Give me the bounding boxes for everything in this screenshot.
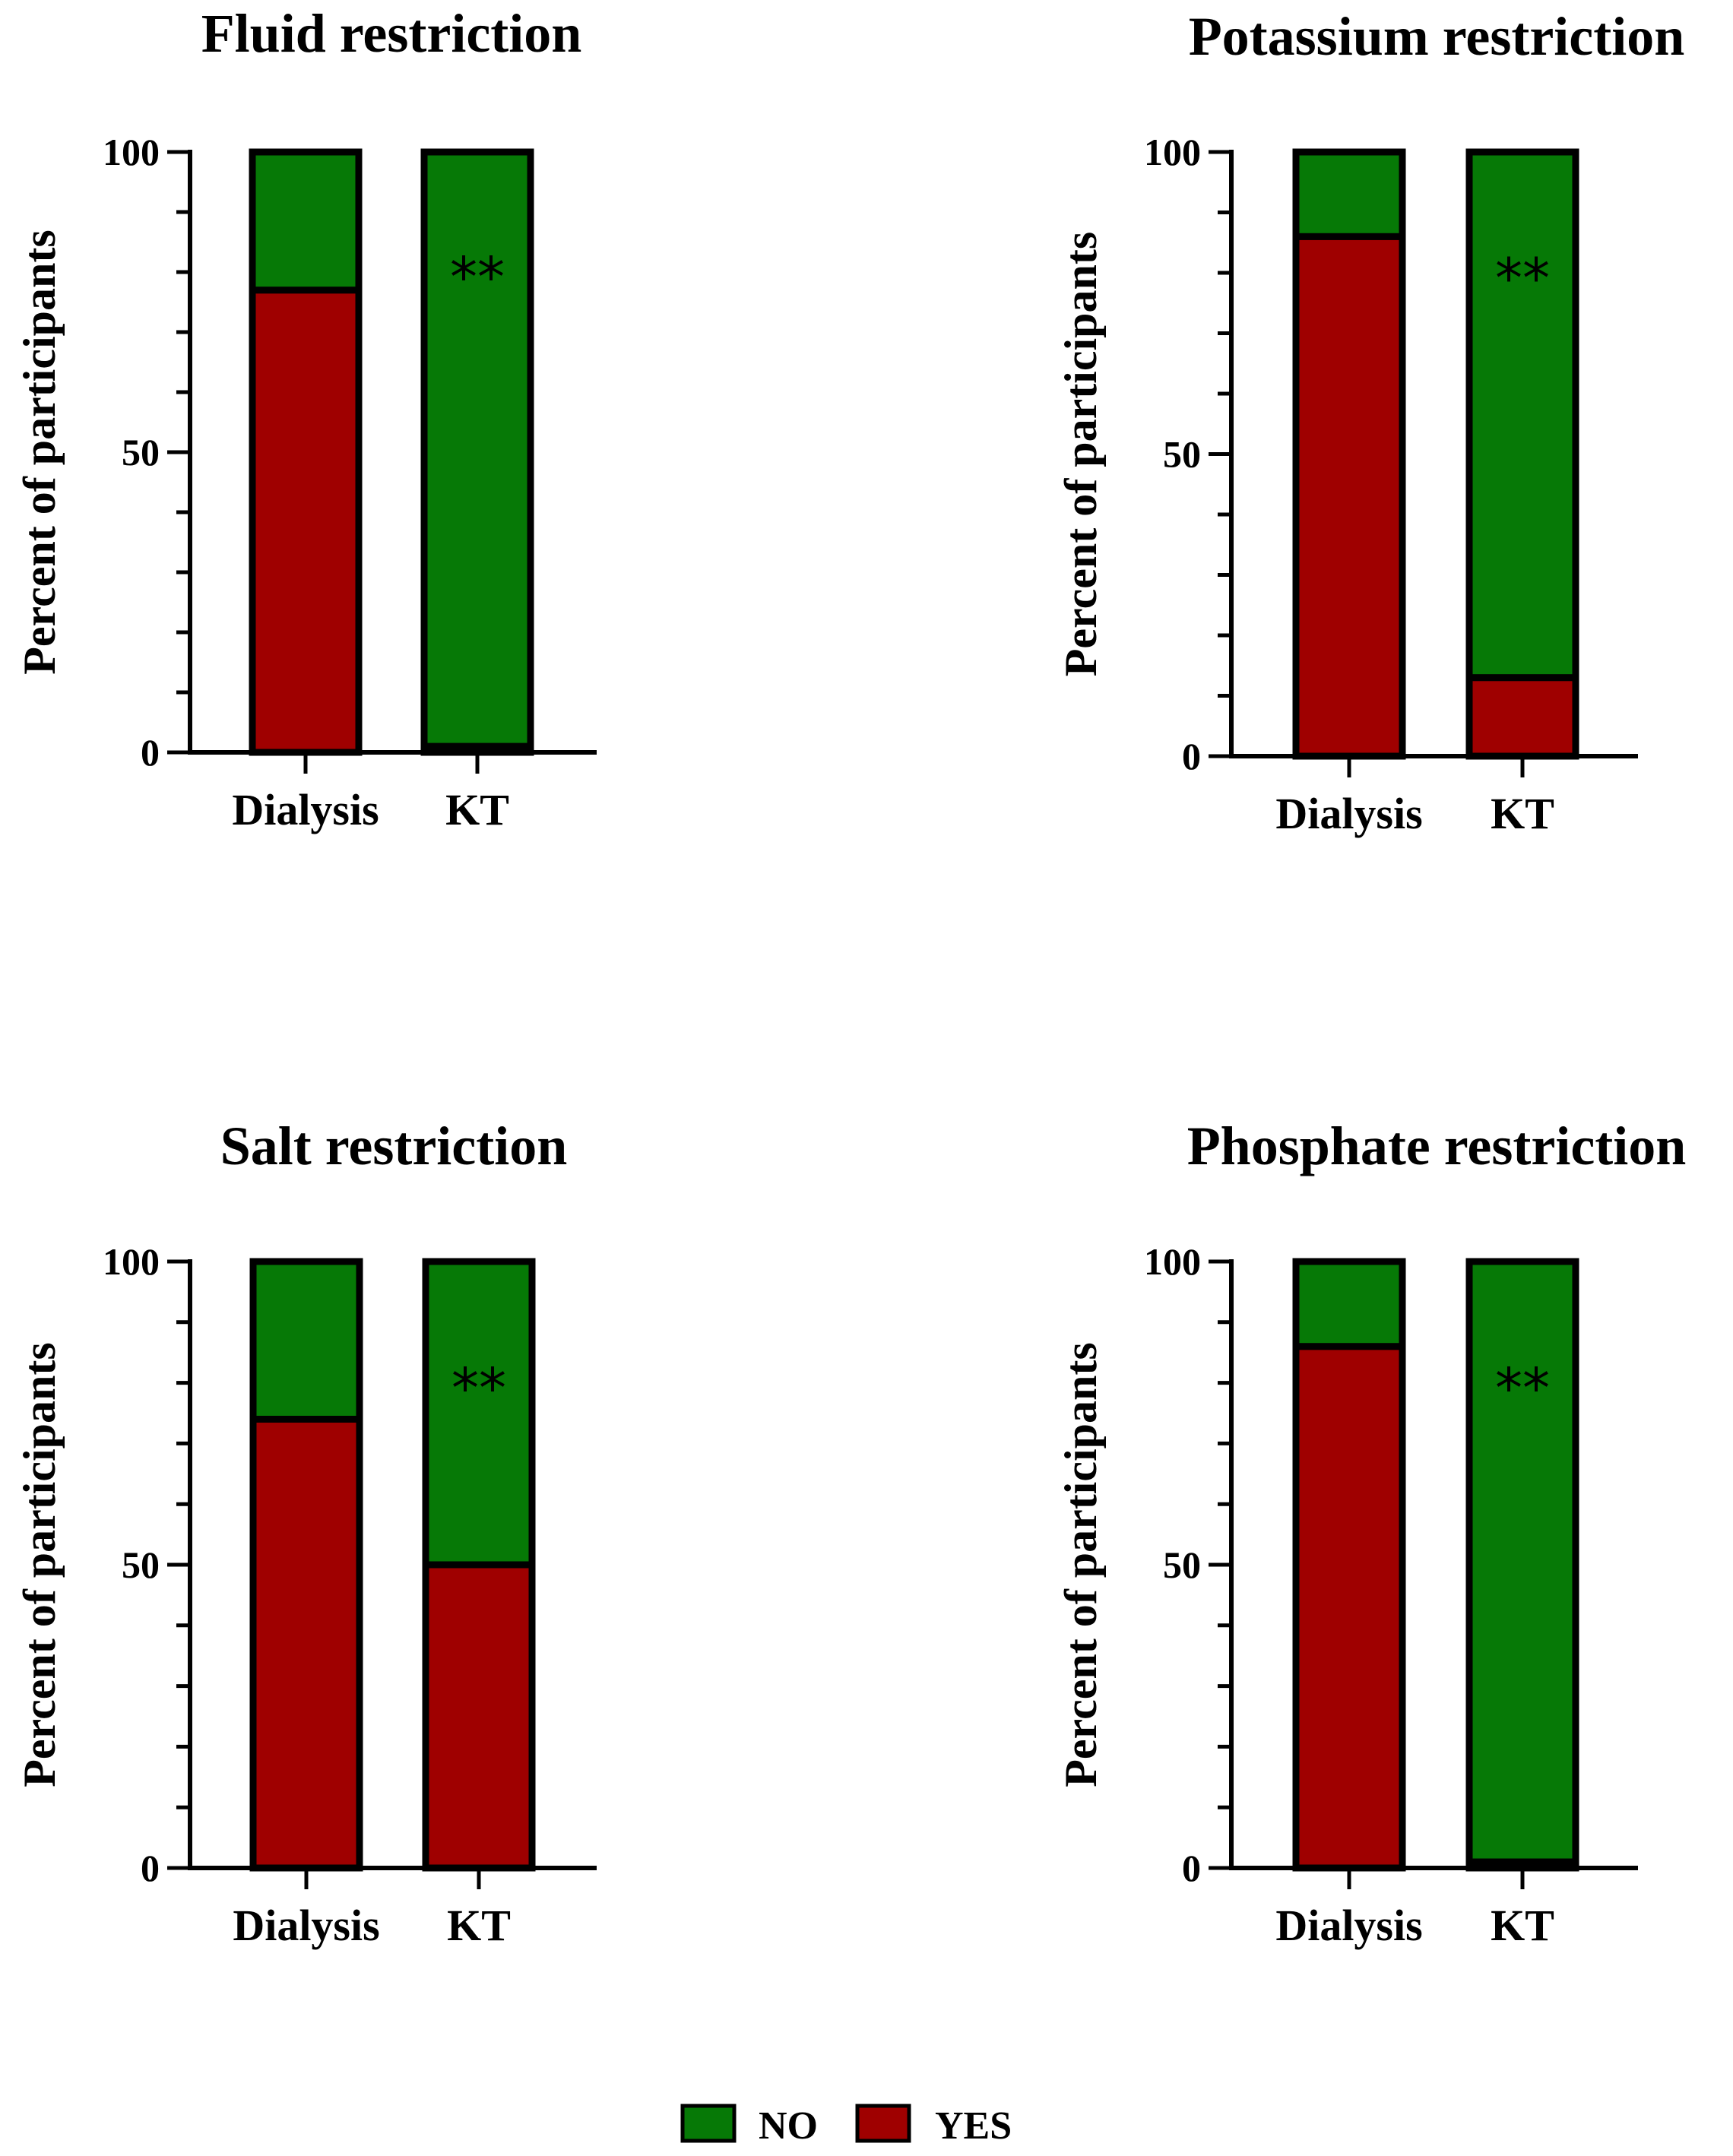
- chart-title: Fluid restriction: [201, 3, 582, 64]
- y-tick-label: 0: [141, 731, 160, 774]
- bar-no-kt: [420, 148, 534, 750]
- y-axis-label: Percent of participants: [14, 1342, 65, 1787]
- legend-swatch-no: [680, 2104, 737, 2143]
- y-tick-label: 50: [122, 431, 160, 473]
- x-tick-label-dialysis: Dialysis: [1275, 1901, 1422, 1950]
- bar-no-dialysis: [249, 1258, 363, 1423]
- y-tick-label: 50: [1163, 433, 1201, 476]
- y-tick-label: 0: [141, 1847, 160, 1889]
- bar-yes-dialysis: [1292, 233, 1406, 760]
- legend-swatch-yes: [855, 2104, 911, 2143]
- legend-label-yes: YES: [935, 2104, 1012, 2148]
- chart-panel-3: Salt restriction Percent of participants *…: [14, 1116, 597, 1950]
- y-tick-label: 100: [103, 131, 160, 173]
- y-tick-label: 50: [1163, 1543, 1201, 1586]
- chart-title: Potassium restriction: [1189, 6, 1685, 67]
- significance-annotation: **: [1495, 246, 1550, 310]
- x-tick-label-dialysis: Dialysis: [233, 1901, 379, 1950]
- bar-yes-kt: [422, 1561, 536, 1872]
- bar-yes-dialysis: [249, 1415, 363, 1872]
- x-tick-label-kt: KT: [445, 785, 509, 834]
- chart-panel-1: Fluid restriction Percent of participants…: [14, 3, 597, 834]
- chart-title: Phosphate restriction: [1187, 1116, 1687, 1176]
- y-axis-label: Percent of participants: [14, 230, 65, 674]
- y-tick-label: 0: [1182, 735, 1201, 777]
- significance-annotation: **: [450, 245, 505, 309]
- bar-no-dialysis: [1292, 1258, 1406, 1350]
- x-tick-label-kt: KT: [1491, 1901, 1554, 1950]
- bar-yes-dialysis: [249, 287, 363, 756]
- legend: NO YES: [680, 2104, 1012, 2148]
- bar-no-dialysis: [249, 148, 363, 294]
- legend-label-no: NO: [759, 2104, 818, 2148]
- bar-no-dialysis: [1292, 148, 1406, 240]
- y-tick-label: 0: [1182, 1847, 1201, 1889]
- bar-no-kt: [422, 1258, 536, 1569]
- chart-title: Salt restriction: [220, 1116, 568, 1176]
- y-tick-label: 100: [1144, 1240, 1201, 1283]
- charts-grid: Fluid restriction Percent of participants…: [14, 3, 1686, 1950]
- chart-panel-4: Phosphate restriction Percent of particip…: [1056, 1116, 1686, 1950]
- significance-annotation: **: [451, 1357, 506, 1420]
- y-axis-label: Percent of participants: [1056, 232, 1106, 676]
- bar-no-kt: [1465, 1258, 1579, 1866]
- y-tick-label: 100: [103, 1240, 160, 1283]
- y-tick-label: 100: [1144, 131, 1201, 173]
- significance-annotation: **: [1495, 1357, 1550, 1420]
- x-tick-label-kt: KT: [447, 1901, 511, 1950]
- y-tick-label: 50: [122, 1543, 160, 1586]
- x-tick-label-kt: KT: [1491, 789, 1554, 838]
- chart-panel-2: Potassium restriction Percent of particip…: [1056, 6, 1684, 838]
- x-tick-label-dialysis: Dialysis: [232, 785, 379, 834]
- x-tick-label-dialysis: Dialysis: [1275, 789, 1422, 838]
- y-axis-label: Percent of participants: [1056, 1342, 1106, 1787]
- bar-no-kt: [1465, 148, 1579, 682]
- bar-yes-dialysis: [1292, 1343, 1406, 1872]
- bar-yes-kt: [1465, 674, 1579, 760]
